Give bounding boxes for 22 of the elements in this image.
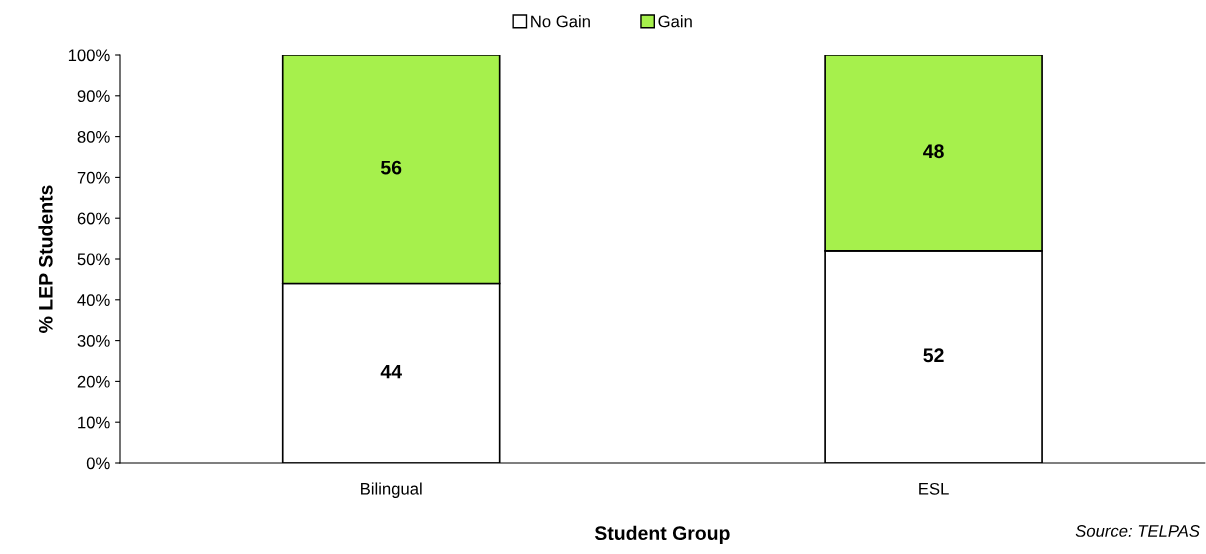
legend-label: Gain: [658, 15, 692, 28]
legend-label: No Gain: [531, 15, 590, 28]
y-tick-label: 30%: [77, 335, 110, 347]
y-axis-title: % LEP Students: [38, 185, 53, 333]
y-tick-label: 10%: [78, 416, 110, 429]
y-tick-label: 60%: [77, 212, 110, 225]
y-tick-label: 70%: [77, 171, 110, 184]
data-label: 48: [923, 144, 944, 159]
y-tick-label: 20%: [77, 375, 110, 388]
y-tick-label: 40%: [77, 294, 110, 306]
data-label: 52: [923, 348, 944, 363]
source-note: Source: TELPAS: [1075, 525, 1200, 537]
x-axis-title: Student Group: [594, 525, 730, 544]
y-tick-label: 50%: [77, 253, 110, 266]
y-tick-label: 0%: [86, 457, 110, 470]
y-tick-label: 90%: [77, 90, 110, 102]
x-tick-label: Bilingual: [361, 482, 422, 498]
data-label: 56: [380, 160, 402, 175]
x-tick-label: ESL: [919, 482, 949, 495]
data-label: 44: [380, 364, 402, 379]
y-tick-label: 80%: [77, 131, 110, 143]
y-tick-label: 100%: [68, 49, 110, 62]
